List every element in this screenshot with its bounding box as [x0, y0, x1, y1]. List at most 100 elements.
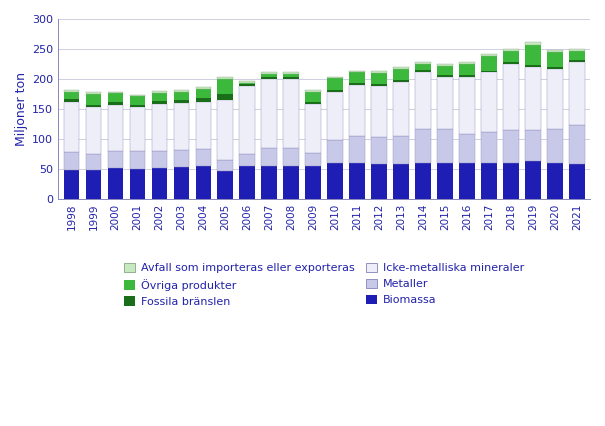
Bar: [195, 98, 211, 102]
Bar: [437, 66, 453, 75]
Bar: [283, 79, 299, 148]
Bar: [129, 96, 145, 105]
Bar: [240, 166, 255, 199]
Bar: [240, 84, 255, 86]
Bar: [349, 71, 365, 72]
Bar: [261, 148, 277, 166]
Bar: [306, 92, 321, 102]
Bar: [306, 104, 321, 153]
Bar: [349, 83, 365, 85]
Bar: [108, 92, 123, 93]
Bar: [327, 77, 343, 78]
Bar: [129, 107, 145, 152]
Bar: [129, 152, 145, 169]
Bar: [437, 130, 453, 163]
Bar: [195, 89, 211, 98]
Bar: [108, 151, 123, 168]
Bar: [569, 125, 584, 164]
Bar: [525, 130, 540, 161]
Bar: [195, 166, 211, 199]
Bar: [240, 83, 255, 84]
Bar: [525, 46, 540, 65]
Bar: [459, 133, 474, 164]
Bar: [108, 105, 123, 151]
Bar: [525, 67, 540, 130]
Bar: [306, 153, 321, 167]
Bar: [349, 163, 365, 199]
Bar: [152, 93, 167, 101]
Bar: [327, 78, 343, 90]
Bar: [86, 94, 101, 105]
Bar: [459, 62, 474, 64]
Bar: [195, 87, 211, 89]
Bar: [86, 105, 101, 107]
Bar: [129, 169, 145, 199]
Bar: [152, 151, 167, 168]
Bar: [481, 132, 497, 164]
Bar: [64, 152, 79, 170]
Bar: [415, 62, 431, 64]
Bar: [349, 136, 365, 163]
Bar: [217, 94, 233, 100]
Bar: [503, 130, 518, 163]
Bar: [371, 86, 387, 136]
Bar: [547, 164, 563, 199]
Bar: [217, 79, 233, 94]
Bar: [393, 164, 409, 199]
Bar: [152, 104, 167, 151]
Bar: [152, 101, 167, 104]
Bar: [306, 90, 321, 92]
Legend: Avfall som importeras eller exporteras, Övriga produkter, Fossila bränslen, Icke: Avfall som importeras eller exporteras, …: [120, 259, 528, 311]
Bar: [481, 71, 497, 72]
Bar: [459, 75, 474, 77]
Bar: [459, 77, 474, 133]
Bar: [503, 51, 518, 62]
Bar: [327, 90, 343, 92]
Bar: [569, 62, 584, 125]
Bar: [393, 69, 409, 80]
Bar: [327, 163, 343, 199]
Bar: [64, 92, 79, 99]
Bar: [503, 62, 518, 64]
Bar: [503, 49, 518, 51]
Bar: [503, 163, 518, 199]
Bar: [217, 171, 233, 199]
Bar: [415, 164, 431, 199]
Bar: [393, 80, 409, 82]
Bar: [261, 74, 277, 77]
Bar: [240, 86, 255, 154]
Bar: [174, 103, 189, 150]
Bar: [108, 102, 123, 105]
Bar: [86, 154, 101, 170]
Bar: [349, 72, 365, 83]
Bar: [327, 140, 343, 163]
Bar: [64, 170, 79, 199]
Bar: [415, 70, 431, 72]
Bar: [217, 77, 233, 79]
Bar: [437, 163, 453, 199]
Bar: [283, 72, 299, 74]
Bar: [371, 136, 387, 164]
Bar: [371, 84, 387, 86]
Bar: [327, 92, 343, 140]
Bar: [415, 130, 431, 164]
Bar: [503, 64, 518, 130]
Bar: [283, 77, 299, 79]
Bar: [481, 72, 497, 132]
Bar: [415, 64, 431, 70]
Bar: [86, 170, 101, 199]
Bar: [261, 79, 277, 148]
Bar: [459, 64, 474, 75]
Bar: [306, 102, 321, 104]
Bar: [283, 148, 299, 166]
Bar: [129, 95, 145, 96]
Bar: [64, 99, 79, 102]
Bar: [261, 72, 277, 74]
Bar: [152, 91, 167, 93]
Bar: [481, 164, 497, 199]
Bar: [481, 54, 497, 55]
Bar: [306, 167, 321, 199]
Bar: [86, 107, 101, 154]
Bar: [108, 93, 123, 102]
Bar: [569, 51, 584, 60]
